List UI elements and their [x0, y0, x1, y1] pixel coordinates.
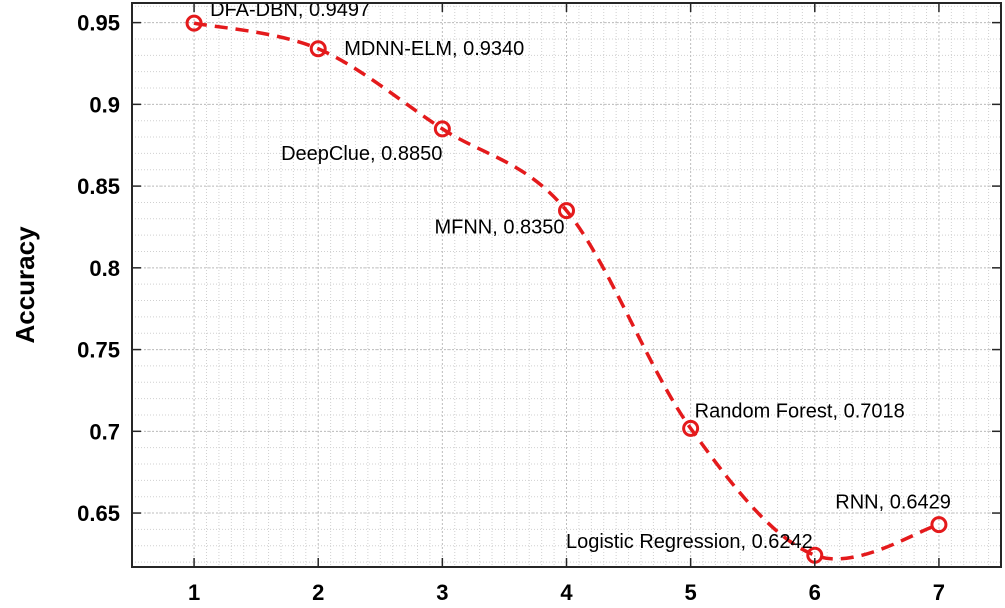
data-point-marker — [682, 419, 700, 437]
x-tick-label: 7 — [933, 580, 945, 605]
x-tick-label: 1 — [188, 580, 200, 605]
y-axis-label: Accuracy — [10, 226, 40, 344]
data-point-marker — [309, 40, 327, 58]
axis-ticks: 0.65 0.7 0.75 0.8 0.85 0.9 0.95 1 2 3 4 5 6 7 — [77, 3, 1001, 605]
y-tick-label: 0.75 — [77, 338, 120, 363]
x-tick-label: 6 — [809, 580, 821, 605]
data-label: RNN, 0.6429 — [835, 492, 951, 514]
x-tick-label: 2 — [312, 580, 324, 605]
y-tick-label: 0.65 — [77, 501, 120, 526]
y-tick-label: 0.8 — [89, 256, 120, 281]
y-tick-label: 0.95 — [77, 11, 120, 36]
x-tick-label: 4 — [560, 580, 573, 605]
data-label: Logistic Regression, 0.6242 — [566, 531, 813, 553]
x-tick-label: 3 — [436, 580, 448, 605]
data-label: MFNN, 0.8350 — [434, 217, 564, 239]
data-point-marker — [433, 120, 451, 138]
data-label: MDNN-ELM, 0.9340 — [344, 38, 524, 60]
data-label: DeepClue, 0.8850 — [281, 143, 442, 165]
y-tick-label: 0.9 — [89, 92, 120, 117]
major-grid — [132, 3, 1001, 567]
data-point-marker — [558, 202, 575, 220]
y-tick-label: 0.85 — [77, 174, 120, 199]
data-point-marker — [930, 516, 948, 534]
data-label: DFA-DBN, 0.9497 — [210, 0, 370, 21]
data-point-marker — [185, 14, 203, 32]
plot-background — [132, 3, 1001, 567]
data-labels: DFA-DBN, 0.9497 MDNN-ELM, 0.9340 DeepClue,… — [210, 0, 951, 553]
x-tick-label: 5 — [685, 580, 697, 605]
y-tick-label: 0.7 — [89, 419, 120, 444]
data-label: Random Forest, 0.7018 — [695, 400, 905, 422]
series-line — [193, 21, 940, 561]
